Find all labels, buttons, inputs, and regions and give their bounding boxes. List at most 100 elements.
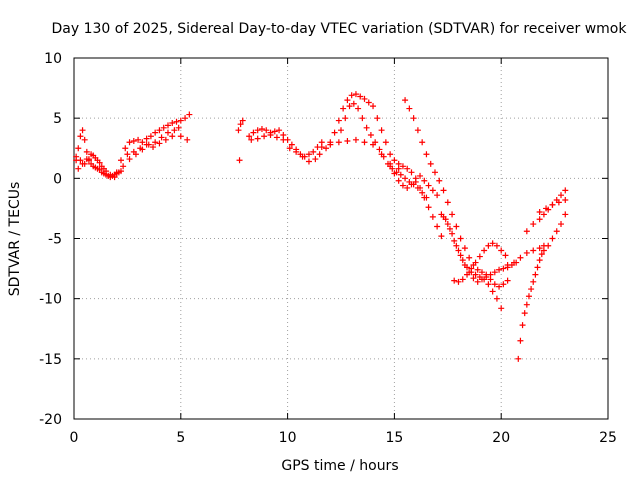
data-point [77,157,84,164]
data-point [485,281,492,288]
data-point [453,223,460,230]
data-point [468,265,475,272]
data-point [434,223,441,230]
series-track-12 [338,100,430,201]
data-point [558,221,565,228]
data-point [478,269,485,276]
data-point [261,133,268,140]
series-track-11 [316,91,445,240]
data-point [338,127,344,134]
data-point [77,133,84,140]
data-point [461,245,468,252]
data-point [474,278,481,285]
data-point [500,281,507,288]
y-tick-label: -10 [39,292,62,308]
data-point [160,124,167,131]
data-point [470,275,477,282]
data-point [536,216,543,223]
data-point [169,119,176,126]
data-point [498,247,505,254]
data-point [461,261,468,268]
data-point [263,127,270,134]
data-point [312,156,319,163]
data-point [254,127,261,134]
data-point [483,274,490,281]
data-point [521,310,528,317]
data-point [111,174,118,181]
data-point [143,141,150,148]
data-point [491,269,498,276]
data-point [472,271,479,278]
gridlines [74,58,608,419]
data-point [504,261,511,268]
data-point [410,115,417,122]
data-point [130,148,137,155]
data-point [438,233,445,240]
data-point [496,283,503,290]
data-point [173,118,180,125]
data-point [158,134,165,141]
data-point [340,105,347,112]
data-point [250,129,257,136]
data-point [359,115,366,122]
data-point [335,139,342,146]
data-point [425,182,432,189]
data-point [236,157,243,164]
series-track-15 [402,97,511,290]
data-point [327,141,334,148]
series-track-6 [124,124,182,158]
data-point [449,230,456,237]
data-point [457,252,464,259]
data-point [355,105,362,112]
data-point [122,145,129,152]
data-point [425,204,432,211]
data-point [525,293,532,300]
series-track-19 [515,211,569,362]
data-point [367,132,374,139]
x-tick-label: 25 [599,430,617,446]
data-point [532,271,539,278]
data-point [150,144,157,151]
data-point [182,115,189,122]
data-point [378,151,385,158]
data-point [455,247,462,254]
data-point [549,235,556,242]
data-point [316,151,323,158]
data-point [451,237,458,244]
data-point [489,288,496,295]
data-point [305,158,312,165]
data-point [528,286,535,293]
data-point [429,187,436,194]
data-point [387,163,394,170]
data-point [502,252,509,259]
y-tick-label: 5 [53,111,62,127]
data-point [481,247,488,254]
data-point [517,337,524,344]
x-tick-label: 15 [385,430,403,446]
data-point [171,127,178,134]
data-point [348,92,355,99]
data-point [391,170,398,177]
data-point [536,209,543,216]
data-point [459,257,466,264]
data-point [164,129,171,136]
data-point [431,169,438,176]
series-track-3 [75,151,112,179]
data-point [83,156,90,163]
data-point [434,192,441,199]
data-point [523,249,530,256]
data-point [273,134,280,141]
series-track-5 [113,127,191,176]
data-point [423,194,430,201]
data-point [530,278,537,285]
data-point [267,132,274,139]
data-point [96,159,103,166]
data-point [331,129,338,136]
tick-labels: 0 5 10 15 20 25 -20 -15 -10 -5 0 5 10 [39,51,617,446]
chart-title: Day 130 of 2025, Sidereal Day-to-day VTE… [52,21,628,37]
data-point [504,277,511,284]
x-axis-label: GPS time / hours [281,458,398,474]
data-point [419,189,426,196]
data-point [451,277,458,284]
data-point [237,121,244,128]
